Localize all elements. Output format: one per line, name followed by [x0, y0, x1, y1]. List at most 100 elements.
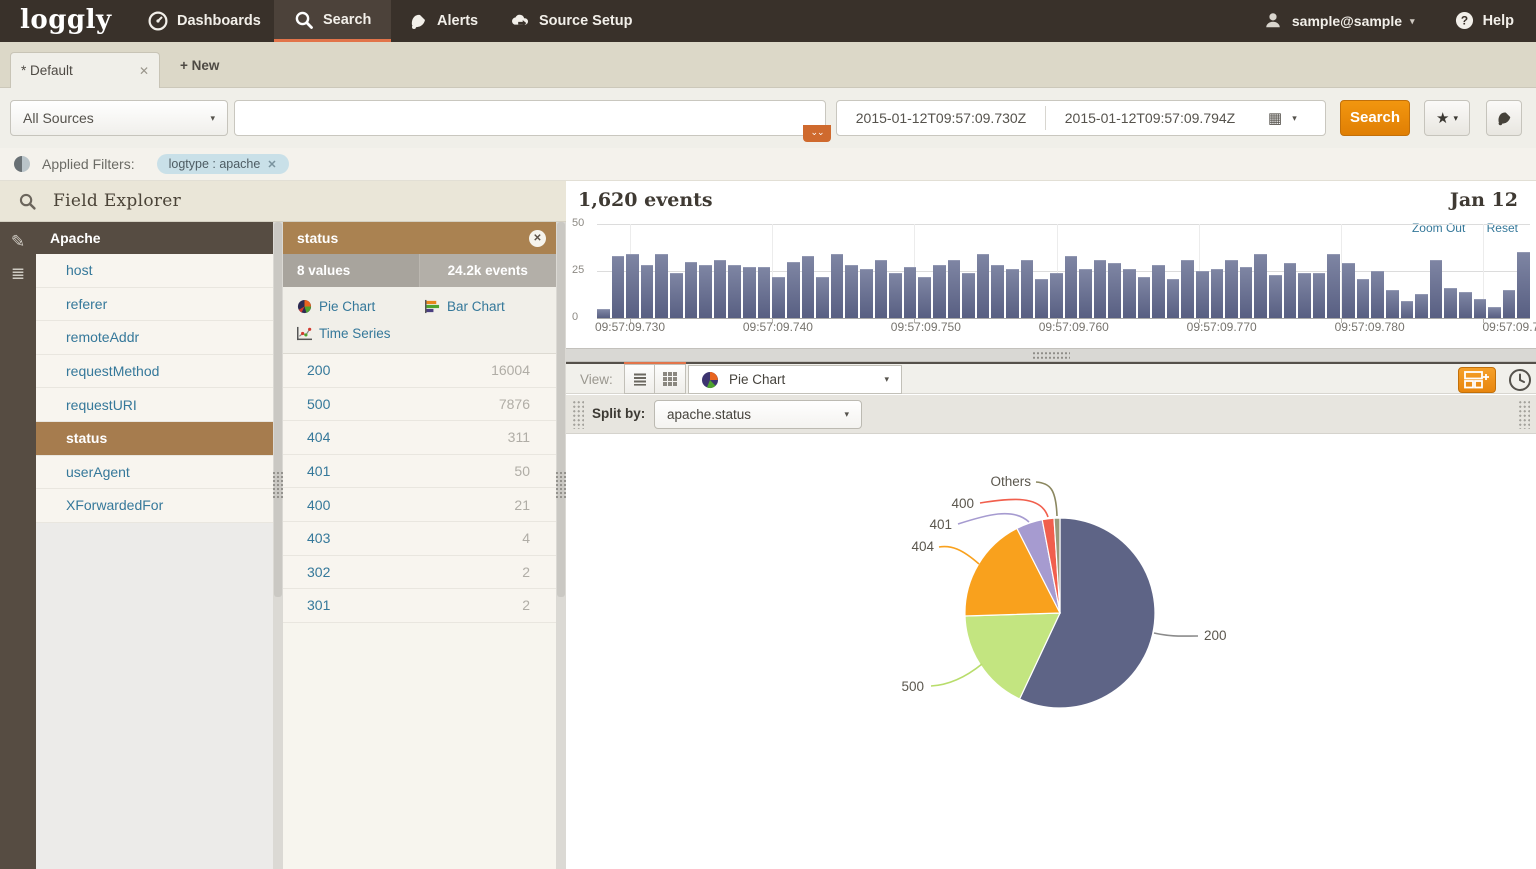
- histogram-bar[interactable]: [889, 273, 902, 318]
- field-item-remoteAddr[interactable]: remoteAddr: [36, 321, 273, 355]
- panel-resize-strip[interactable]: [273, 222, 283, 869]
- search-button[interactable]: Search: [1340, 100, 1410, 136]
- histogram-bar[interactable]: [1152, 265, 1165, 318]
- close-icon[interactable]: ✕: [267, 158, 276, 171]
- nav-search[interactable]: Search: [274, 0, 391, 42]
- value-link[interactable]: 200: [307, 362, 330, 378]
- filter-pill[interactable]: logtype : apache ✕: [157, 154, 289, 174]
- histogram-bar[interactable]: [597, 309, 610, 318]
- histogram-bar[interactable]: [714, 260, 727, 318]
- histogram-bar[interactable]: [1503, 290, 1516, 318]
- histogram-bar[interactable]: [612, 256, 625, 318]
- histogram-bar[interactable]: [1050, 273, 1063, 318]
- histogram-bar[interactable]: [1269, 275, 1282, 318]
- clock-icon[interactable]: [1508, 368, 1532, 392]
- scrollbar-thumb[interactable]: [274, 222, 282, 597]
- drag-grip[interactable]: [556, 470, 566, 500]
- time-series-link[interactable]: Time Series: [297, 326, 415, 341]
- loggly-logo[interactable]: loggly: [20, 5, 112, 35]
- chevron-down-icon[interactable]: ▾: [1292, 113, 1297, 124]
- histogram-bar[interactable]: [1459, 292, 1472, 318]
- histogram-bar[interactable]: [1211, 269, 1224, 318]
- histogram-bar[interactable]: [1196, 271, 1209, 318]
- histogram-bar[interactable]: [1342, 263, 1355, 318]
- tab-default[interactable]: * Default ✕: [10, 52, 160, 88]
- histogram-bar[interactable]: [977, 254, 990, 318]
- histogram-bar[interactable]: [1386, 290, 1399, 318]
- histogram-bar[interactable]: [1079, 269, 1092, 318]
- date-from-field[interactable]: 2015-01-12T09:57:09.730Z: [837, 110, 1045, 126]
- histogram-bar[interactable]: [1108, 263, 1121, 318]
- histogram-bar[interactable]: [1313, 273, 1326, 318]
- histogram-bar[interactable]: [1021, 260, 1034, 318]
- nav-alerts[interactable]: Alerts: [388, 0, 498, 42]
- drag-grip[interactable]: [1032, 351, 1070, 360]
- histogram-bar[interactable]: [1401, 301, 1414, 318]
- histogram-bar[interactable]: [626, 254, 639, 318]
- value-link[interactable]: 301: [307, 597, 330, 613]
- field-item-referer[interactable]: referer: [36, 288, 273, 322]
- histogram-bar[interactable]: [802, 256, 815, 318]
- create-alert-button[interactable]: [1486, 100, 1522, 136]
- close-icon[interactable]: ✕: [529, 230, 546, 247]
- favorite-button[interactable]: ★▾: [1424, 100, 1470, 136]
- histogram-bar[interactable]: [831, 254, 844, 318]
- histogram-bar[interactable]: [1167, 279, 1180, 318]
- histogram-bar[interactable]: [933, 265, 946, 318]
- new-tab-button[interactable]: + New: [180, 58, 219, 73]
- histogram-bar[interactable]: [1357, 279, 1370, 318]
- histogram-bar[interactable]: [1254, 254, 1267, 318]
- histogram-bar[interactable]: [1284, 263, 1297, 318]
- field-item-XForwardedFor[interactable]: XForwardedFor: [36, 489, 273, 523]
- histogram-bar[interactable]: [816, 277, 829, 318]
- histogram-bar[interactable]: [772, 277, 785, 318]
- pie-chart-link[interactable]: Pie Chart: [297, 299, 415, 314]
- chart-type-select[interactable]: Pie Chart ▾: [688, 365, 902, 394]
- histogram-bar[interactable]: [860, 269, 873, 318]
- histogram-bar[interactable]: [1138, 277, 1151, 318]
- histogram-bar[interactable]: [641, 265, 654, 318]
- add-to-dashboard-button[interactable]: [1458, 367, 1496, 393]
- histogram-bar[interactable]: [1474, 299, 1487, 318]
- date-to-field[interactable]: 2015-01-12T09:57:09.794Z: [1046, 110, 1254, 126]
- histogram-bar[interactable]: [962, 273, 975, 318]
- value-link[interactable]: 404: [307, 429, 330, 445]
- histogram-bar[interactable]: [845, 265, 858, 318]
- drag-grip[interactable]: [1518, 400, 1530, 429]
- histogram-bar[interactable]: [670, 273, 683, 318]
- drag-grip[interactable]: [273, 470, 283, 500]
- search-input[interactable]: [234, 100, 826, 136]
- expand-search-chevrons[interactable]: ⌄⌄: [803, 125, 831, 142]
- histogram-bar[interactable]: [758, 267, 771, 318]
- chart-resize-divider[interactable]: [566, 348, 1536, 362]
- histogram-bar[interactable]: [875, 260, 888, 318]
- value-link[interactable]: 400: [307, 497, 330, 513]
- histogram-bar[interactable]: [1517, 252, 1530, 318]
- histogram-bar[interactable]: [1444, 288, 1457, 318]
- quill-icon[interactable]: ✎: [0, 232, 36, 252]
- sources-select[interactable]: All Sources ▾: [10, 100, 228, 136]
- histogram-bar[interactable]: [991, 265, 1004, 318]
- histogram-bar[interactable]: [1415, 294, 1428, 318]
- histogram-bar[interactable]: [1035, 279, 1048, 318]
- histogram-bar[interactable]: [743, 267, 756, 318]
- histogram-bar[interactable]: [918, 277, 931, 318]
- split-by-select[interactable]: apache.status ▾: [654, 400, 862, 429]
- value-link[interactable]: 302: [307, 564, 330, 580]
- histogram-bar[interactable]: [699, 265, 712, 318]
- field-item-status[interactable]: status: [36, 422, 273, 456]
- date-range-control[interactable]: 2015-01-12T09:57:09.730Z 2015-01-12T09:5…: [836, 100, 1326, 136]
- histogram-bar[interactable]: [1327, 254, 1340, 318]
- calendar-icon[interactable]: ▦: [1268, 109, 1282, 127]
- histogram-bar[interactable]: [948, 260, 961, 318]
- histogram-bar[interactable]: [1298, 273, 1311, 318]
- histogram-bar[interactable]: [787, 262, 800, 318]
- histogram-bar[interactable]: [655, 254, 668, 318]
- pie-chart[interactable]: Others 400 401 404 500 200: [810, 455, 1290, 795]
- histogram-bar[interactable]: [1181, 260, 1194, 318]
- help-menu[interactable]: ? Help: [1455, 11, 1514, 31]
- scrollbar-thumb[interactable]: [557, 222, 565, 597]
- histogram-bar[interactable]: [1123, 269, 1136, 318]
- drag-grip[interactable]: [572, 400, 584, 429]
- field-item-userAgent[interactable]: userAgent: [36, 456, 273, 490]
